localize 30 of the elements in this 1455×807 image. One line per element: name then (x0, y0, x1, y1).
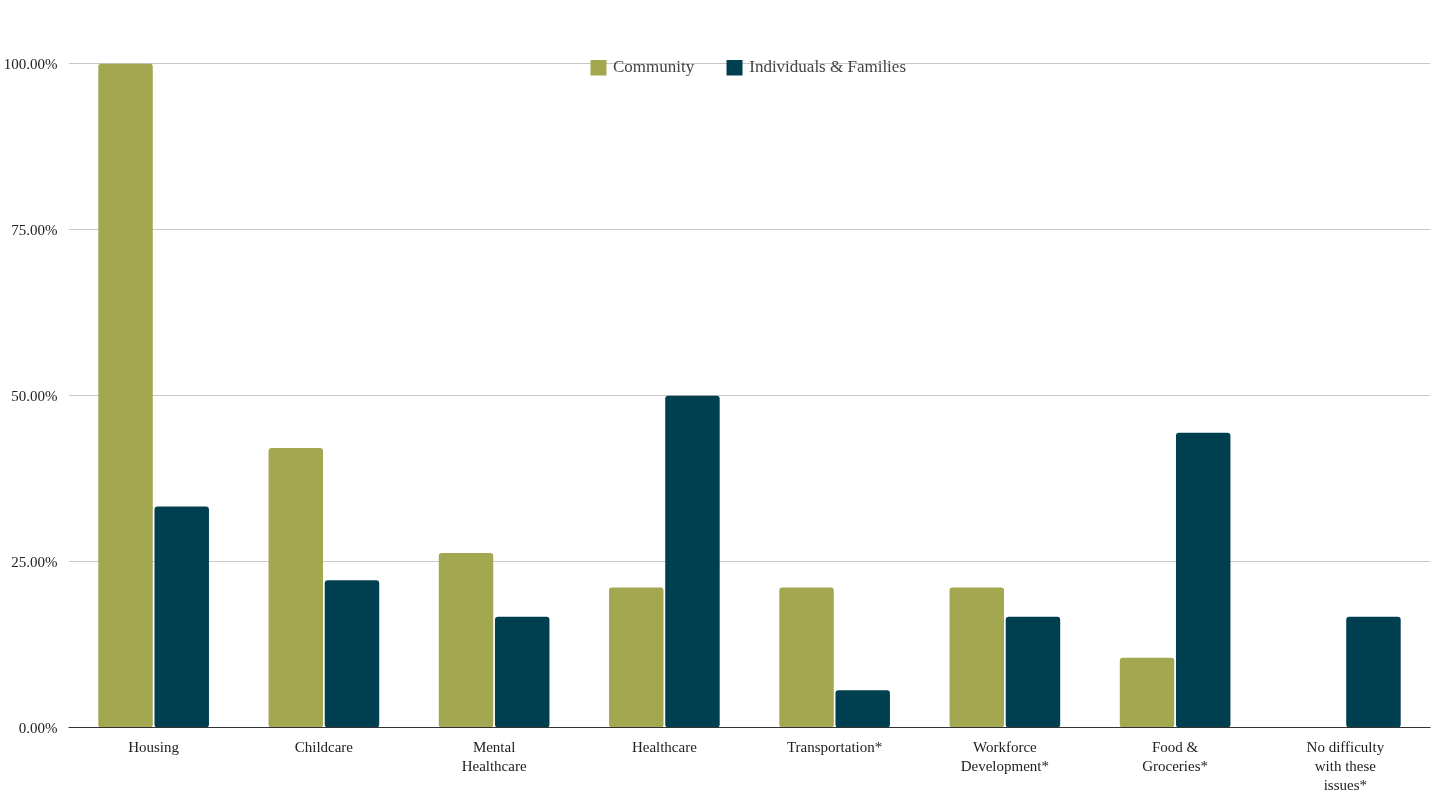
bar (779, 587, 834, 728)
legend-label: Community (613, 59, 695, 77)
y-tick-label: 100.00% (3, 55, 58, 72)
bar (1175, 432, 1231, 728)
y-tick-label: 0.00% (18, 719, 58, 736)
legend-label: Individuals & Families (749, 59, 907, 77)
bar (494, 616, 550, 728)
bar (324, 580, 380, 728)
bar (268, 448, 324, 728)
bar (949, 587, 1005, 728)
x-tick-label: Food & Groceries* (1142, 738, 1209, 774)
y-tick-label: 75.00% (11, 221, 58, 238)
bar (98, 63, 153, 728)
bar (154, 506, 209, 728)
bar (1346, 616, 1401, 728)
y-tick-label: 50.00% (11, 387, 58, 404)
bar (438, 552, 494, 728)
y-tick-label: 25.00% (11, 553, 58, 570)
bar (835, 690, 890, 728)
x-tick-label: Mental Healthcare (461, 738, 527, 774)
x-tick-label: No difficulty with these issues* (1306, 738, 1385, 793)
x-tick-label: Childcare (294, 738, 354, 755)
x-tick-label: Housing (128, 738, 180, 755)
x-tick-label: Healthcare (631, 738, 698, 755)
x-tick-label: Workforce Development* (960, 738, 1050, 774)
bar (1005, 616, 1061, 728)
bar (665, 395, 720, 728)
x-tick-label: Transportation* (786, 738, 883, 755)
bar (609, 587, 664, 728)
bar (1119, 657, 1175, 728)
